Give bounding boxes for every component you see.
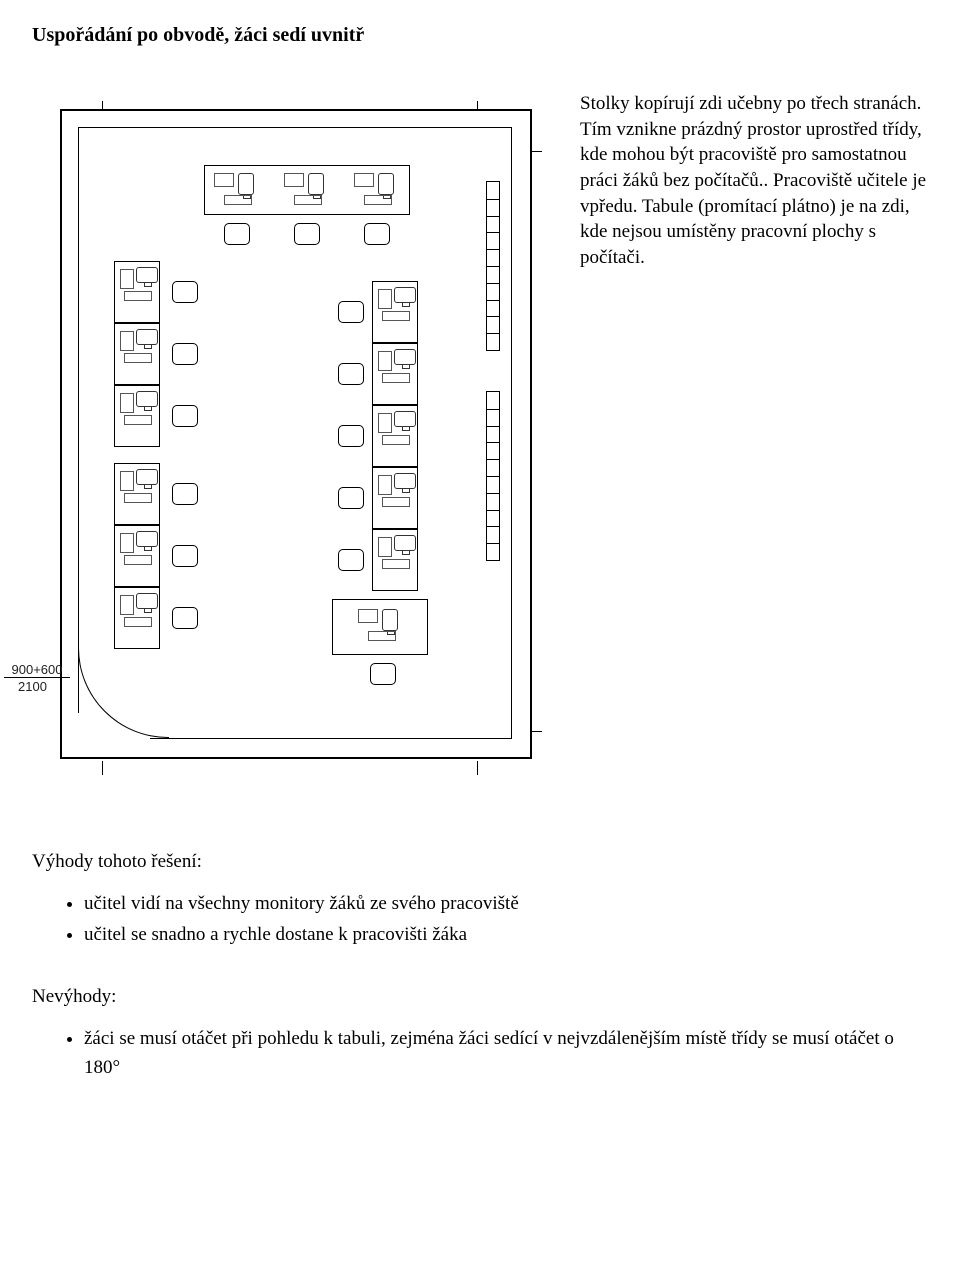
- list-item: učitel se snadno a rychle dostane k prac…: [84, 920, 928, 949]
- chair: [338, 425, 364, 447]
- page-title: Uspořádání po obvodě, žáci sedí uvnitř: [32, 24, 928, 47]
- workstation: [114, 323, 160, 385]
- chair: [172, 281, 198, 303]
- chair: [224, 223, 250, 245]
- content-row: 900+600 2100: [32, 91, 928, 791]
- chair: [364, 223, 390, 245]
- chair: [172, 483, 198, 505]
- workstation: [372, 529, 418, 591]
- workstation: [206, 167, 268, 213]
- workstation: [114, 261, 160, 323]
- advantages-heading: Výhody tohoto řešení:: [32, 851, 928, 873]
- teacher-workstation: [350, 603, 412, 649]
- chair: [172, 405, 198, 427]
- description-text: Stolky kopírují zdi učebny po třech stra…: [572, 91, 928, 270]
- floorplan-column: 900+600 2100: [32, 91, 572, 791]
- teacher-chair: [370, 663, 396, 685]
- workstation: [276, 167, 338, 213]
- floorplan-diagram: 900+600 2100: [32, 91, 532, 791]
- disadvantages-list: žáci se musí otáčet při pohledu k tabuli…: [32, 1024, 928, 1083]
- radiator-1: [486, 181, 500, 351]
- workstation: [372, 405, 418, 467]
- workstation: [372, 467, 418, 529]
- workstation: [114, 525, 160, 587]
- chair: [338, 549, 364, 571]
- dimension-top: 900+600: [4, 663, 70, 678]
- chair: [172, 343, 198, 365]
- chair: [172, 607, 198, 629]
- list-item: učitel vidí na všechny monitory žáků ze …: [84, 889, 928, 918]
- workstation: [346, 167, 408, 213]
- workstation: [114, 385, 160, 447]
- chair: [338, 487, 364, 509]
- chair: [294, 223, 320, 245]
- chair: [338, 301, 364, 323]
- advantages-list: učitel vidí na všechny monitory žáků ze …: [32, 889, 928, 950]
- workstation: [114, 463, 160, 525]
- workstation: [372, 343, 418, 405]
- chair: [338, 363, 364, 385]
- radiator-2: [486, 391, 500, 561]
- disadvantages-heading: Nevýhody:: [32, 986, 928, 1008]
- workstation: [372, 281, 418, 343]
- workstation: [114, 587, 160, 649]
- dimension-bottom: 2100: [18, 679, 47, 694]
- list-item: žáci se musí otáčet při pohledu k tabuli…: [84, 1024, 928, 1083]
- chair: [172, 545, 198, 567]
